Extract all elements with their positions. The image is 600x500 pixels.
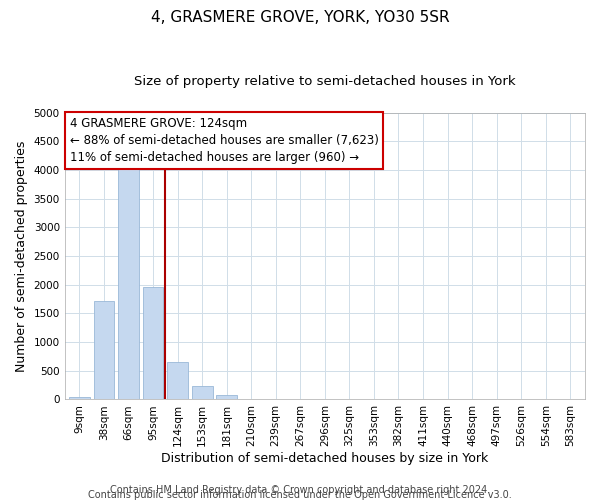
Bar (216, 394, 237, 400)
Bar (118, 169, 139, 400)
Title: Size of property relative to semi-detached houses in York: Size of property relative to semi-detach… (134, 75, 515, 88)
Bar (167, 362, 188, 400)
Bar (143, 287, 163, 400)
Text: Contains HM Land Registry data © Crown copyright and database right 2024.: Contains HM Land Registry data © Crown c… (110, 485, 490, 495)
Text: Contains public sector information licensed under the Open Government Licence v3: Contains public sector information licen… (88, 490, 512, 500)
Bar (94, 301, 115, 400)
Bar (69, 396, 90, 400)
X-axis label: Distribution of semi-detached houses by size in York: Distribution of semi-detached houses by … (161, 452, 488, 465)
Bar (191, 386, 212, 400)
Y-axis label: Number of semi-detached properties: Number of semi-detached properties (15, 140, 28, 372)
Text: 4, GRASMERE GROVE, YORK, YO30 5SR: 4, GRASMERE GROVE, YORK, YO30 5SR (151, 10, 449, 25)
Text: 4 GRASMERE GROVE: 124sqm
← 88% of semi-detached houses are smaller (7,623)
11% o: 4 GRASMERE GROVE: 124sqm ← 88% of semi-d… (70, 117, 379, 164)
